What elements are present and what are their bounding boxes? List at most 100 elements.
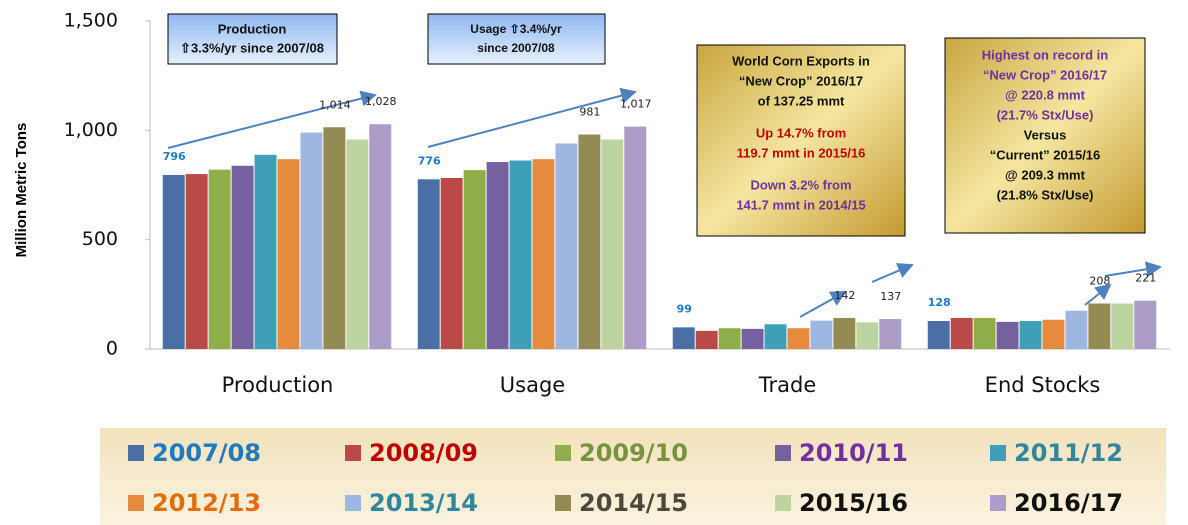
legend-swatch xyxy=(990,495,1006,511)
data-label: 142 xyxy=(834,289,855,302)
legend-label: 2013/14 xyxy=(369,489,478,517)
data-label: 1,014 xyxy=(319,98,351,111)
bar xyxy=(718,328,741,349)
annotation-text: Highest on record in xyxy=(982,47,1108,62)
bar xyxy=(601,139,624,349)
legend-label: 2016/17 xyxy=(1014,489,1123,517)
bar xyxy=(1134,300,1157,349)
data-label: 1,017 xyxy=(620,98,652,111)
y-tick-label: 0 xyxy=(106,338,118,360)
annotation-text: 119.7 mmt in 2015/16 xyxy=(737,145,866,160)
annotation-text: 141.7 mmt in 2014/15 xyxy=(736,197,865,212)
legend-label: 2014/15 xyxy=(579,489,688,517)
bar xyxy=(810,320,833,349)
bar xyxy=(833,317,856,349)
legend-label: 2015/16 xyxy=(799,489,908,517)
bar xyxy=(532,159,555,349)
bar xyxy=(764,324,787,349)
annotation-text: @ 220.8 mmt xyxy=(1005,87,1086,102)
data-label: 776 xyxy=(418,154,441,167)
bar xyxy=(208,169,231,349)
trend-arrow xyxy=(427,87,637,148)
annotation-text: “Current” 2015/16 xyxy=(990,147,1101,162)
y-tick-label: 1,500 xyxy=(64,10,118,32)
bar xyxy=(555,143,578,349)
annotation-text: Versus xyxy=(1024,127,1067,142)
bar xyxy=(927,321,950,349)
bar xyxy=(624,126,647,349)
bar xyxy=(440,178,463,349)
legend-swatch xyxy=(128,445,144,461)
bar xyxy=(672,327,695,349)
bar xyxy=(369,124,392,349)
bar xyxy=(996,321,1019,349)
annotation-text: “New Crop” 2016/17 xyxy=(739,73,863,88)
legend-swatch xyxy=(990,445,1006,461)
legend-label: 2011/12 xyxy=(1014,439,1123,467)
x-tick-label: Production xyxy=(222,373,334,397)
y-axis-title: Million Metric Tons xyxy=(13,123,30,258)
data-label: 137 xyxy=(880,290,901,303)
bar xyxy=(695,330,718,349)
data-label: 796 xyxy=(163,150,186,163)
annotation-text: World Corn Exports in xyxy=(732,53,870,68)
annotation-text: (21.7% Stx/Use) xyxy=(997,107,1094,122)
legend-label: 2010/11 xyxy=(799,439,908,467)
legend-swatch xyxy=(775,495,791,511)
data-label: 128 xyxy=(928,296,951,309)
legend-label: 2008/09 xyxy=(369,439,478,467)
annotation-box xyxy=(944,37,1146,234)
trend-arrow xyxy=(799,291,847,318)
bar xyxy=(1065,310,1088,349)
annotation-text: of 137.25 mmt xyxy=(758,93,845,108)
trend-arrow xyxy=(167,90,377,149)
bar xyxy=(741,328,764,349)
data-label: 981 xyxy=(579,105,600,118)
bar xyxy=(346,139,369,349)
x-tick-label: Trade xyxy=(758,373,817,397)
bar xyxy=(1042,319,1065,349)
annotation-box xyxy=(167,13,338,65)
bar xyxy=(300,132,323,349)
bar xyxy=(1019,321,1042,349)
bar xyxy=(254,154,277,349)
data-label: 1,028 xyxy=(365,95,397,108)
annotation-text: ⇧3.3%/yr since 2007/08 xyxy=(180,40,324,55)
bar xyxy=(879,319,902,349)
data-label: 208 xyxy=(1089,275,1110,288)
bar xyxy=(463,170,486,349)
legend-swatch xyxy=(345,445,361,461)
y-tick-label: 500 xyxy=(82,228,118,250)
legend-label: 2009/10 xyxy=(579,439,688,467)
bar xyxy=(1111,303,1134,349)
bar xyxy=(509,160,532,349)
bar xyxy=(973,317,996,349)
annotation-box xyxy=(427,13,606,65)
trend-arrow xyxy=(1104,261,1162,278)
annotation-text: since 2007/08 xyxy=(477,41,555,55)
bar xyxy=(185,174,208,349)
bar xyxy=(486,162,509,349)
trend-arrow xyxy=(1084,283,1112,306)
x-tick-label: Usage xyxy=(500,373,565,397)
bar xyxy=(277,159,300,349)
annotation-box xyxy=(696,44,906,237)
bar xyxy=(162,174,185,349)
bar xyxy=(856,322,879,349)
bar xyxy=(417,179,440,349)
annotation-text: Production xyxy=(218,21,287,36)
annotation-text: Down 3.2% from xyxy=(750,177,851,192)
annotation-text: @ 209.3 mmt xyxy=(1005,167,1086,182)
trend-arrow xyxy=(871,263,914,283)
legend-swatch xyxy=(345,495,361,511)
legend-swatch xyxy=(555,495,571,511)
data-label: 221 xyxy=(1135,272,1156,285)
annotation-text: “New Crop” 2016/17 xyxy=(983,67,1107,82)
legend-label: 2007/08 xyxy=(152,439,261,467)
legend-box xyxy=(100,428,1166,525)
legend-swatch xyxy=(555,445,571,461)
bar xyxy=(950,317,973,349)
bar xyxy=(231,165,254,349)
x-tick-label: End Stocks xyxy=(985,373,1101,397)
